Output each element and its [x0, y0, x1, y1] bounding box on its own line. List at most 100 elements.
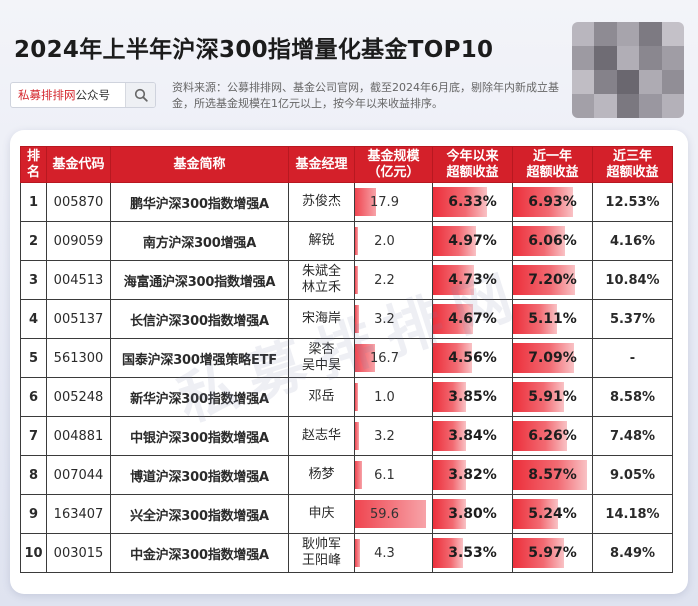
fund-size-cell: 2.2: [354, 260, 433, 300]
one-year-excess-bar: [513, 226, 566, 256]
ytd-excess-bar: [433, 460, 466, 490]
three-year-excess-cell: 10.84%: [592, 260, 673, 300]
ytd-excess-cell: 3.82%: [432, 455, 513, 495]
column-header: 基金经理: [288, 146, 355, 183]
one-year-excess-value: 5.24%: [528, 506, 577, 522]
fund-name-cell: 博道沪深300指数增强A: [110, 455, 289, 495]
one-year-excess-cell: 6.06%: [512, 221, 593, 261]
fund-name-cell: 海富通沪深300指数增强A: [110, 260, 289, 300]
one-year-excess-cell: 7.09%: [512, 338, 593, 378]
fund-size-cell: 3.2: [354, 416, 433, 456]
fund-size-cell: 59.6: [354, 494, 433, 534]
three-year-excess-cell: 9.05%: [592, 455, 673, 495]
ytd-excess-value: 3.85%: [448, 389, 497, 405]
one-year-excess-value: 6.26%: [528, 428, 577, 444]
column-header: 基金代码: [46, 146, 111, 183]
table-header-row: 排名 基金代码 基金简称 基金经理 基金规模 （亿元） 今年以来 超额收益 近一年 超额收益 近三年…: [20, 146, 673, 183]
fund-size-bar: [355, 188, 377, 216]
one-year-excess-value: 7.09%: [528, 350, 577, 366]
table-body: 1 005870 鹏华沪深300指数增强A 苏俊杰 17.9 6.33% 6.93% 12.5…: [20, 182, 673, 573]
table-row: 2 009059 南方沪深300增强A 解锐 2.0 4.97% 6.06% 4.16%: [20, 221, 673, 261]
one-year-excess-bar: [513, 499, 558, 529]
rank-cell: 8: [20, 455, 47, 495]
search-input-text[interactable]: 私募排排网公众号: [11, 87, 125, 103]
one-year-excess-cell: 5.91%: [512, 377, 593, 417]
one-year-excess-cell: 5.97%: [512, 533, 593, 573]
one-year-excess-bar: [513, 304, 557, 334]
rank-cell: 9: [20, 494, 47, 534]
ytd-excess-cell: 3.80%: [432, 494, 513, 534]
table-row: 8 007044 博道沪深300指数增强A 杨梦 6.1 3.82% 8.57% 9.05%: [20, 455, 673, 495]
ytd-excess-value: 3.82%: [448, 467, 497, 483]
search-suffix: 公众号: [75, 88, 111, 102]
fund-size-bar: [355, 227, 359, 255]
fund-size-cell: 16.7: [354, 338, 433, 378]
table-row: 10 003015 中金沪深300指数增强A 耿帅军 王阳峰 4.3 3.53% 5.97% 8…: [20, 533, 673, 573]
column-header: 今年以来 超额收益: [432, 146, 513, 183]
one-year-excess-cell: 7.20%: [512, 260, 593, 300]
fund-name-cell: 鹏华沪深300指数增强A: [110, 182, 289, 222]
search-brand: 私募排排网: [18, 88, 76, 102]
fund-size-bar: [355, 305, 359, 333]
fund-size-bar: [355, 383, 359, 411]
fund-code-cell: 005137: [46, 299, 111, 339]
three-year-excess-cell: -: [592, 338, 673, 378]
column-header: 基金规模 （亿元）: [354, 146, 433, 183]
fund-size-bar: [355, 266, 359, 294]
fund-code-cell: 009059: [46, 221, 111, 261]
one-year-excess-bar: [513, 460, 587, 490]
source-note: 资料来源：公募排排网、基金公司官网，截至2024年6月底，剔除年内新成立基金，所…: [172, 81, 559, 110]
ytd-excess-value: 3.80%: [448, 506, 497, 522]
three-year-excess-cell: 7.48%: [592, 416, 673, 456]
rank-cell: 7: [20, 416, 47, 456]
ytd-excess-bar: [433, 304, 474, 334]
fund-size-bar: [355, 461, 363, 489]
manager-cell: 杨梦: [288, 455, 355, 495]
table-row: 3 004513 海富通沪深300指数增强A 朱斌全 林立禾 2.2 4.73% 7.20% 1…: [20, 260, 673, 300]
one-year-excess-bar: [513, 421, 567, 451]
ytd-excess-cell: 4.73%: [432, 260, 513, 300]
ytd-excess-cell: 4.56%: [432, 338, 513, 378]
one-year-excess-value: 6.93%: [528, 194, 577, 210]
rank-cell: 4: [20, 299, 47, 339]
fund-code-cell: 561300: [46, 338, 111, 378]
column-header: 近一年 超额收益: [512, 146, 593, 183]
one-year-excess-bar: [513, 538, 565, 568]
one-year-excess-value: 7.20%: [528, 272, 577, 288]
table-row: 6 005248 新华沪深300指数增强A 邓岳 1.0 3.85% 5.91% 8.58%: [20, 377, 673, 417]
ytd-excess-cell: 3.84%: [432, 416, 513, 456]
ytd-excess-bar: [433, 343, 473, 373]
ytd-excess-cell: 6.33%: [432, 182, 513, 222]
fund-size-cell: 1.0: [354, 377, 433, 417]
fund-code-cell: 004513: [46, 260, 111, 300]
one-year-excess-cell: 5.24%: [512, 494, 593, 534]
fund-code-cell: 163407: [46, 494, 111, 534]
search-button[interactable]: [125, 83, 155, 107]
ytd-excess-cell: 4.67%: [432, 299, 513, 339]
fund-name-cell: 中银沪深300指数增强A: [110, 416, 289, 456]
ytd-excess-value: 4.67%: [448, 311, 497, 327]
search-box[interactable]: 私募排排网公众号: [10, 82, 156, 108]
fund-name-cell: 国泰沪深300增强策略ETF: [110, 338, 289, 378]
three-year-excess-cell: 5.37%: [592, 299, 673, 339]
fund-name-cell: 南方沪深300增强A: [110, 221, 289, 261]
fund-size-value: 16.7: [370, 350, 399, 366]
fund-size-value: 2.0: [374, 233, 395, 249]
three-year-excess-cell: 14.18%: [592, 494, 673, 534]
ytd-excess-value: 6.33%: [448, 194, 497, 210]
one-year-excess-bar: [513, 187, 573, 217]
blurred-qr-code: [572, 22, 684, 118]
table-row: 9 163407 兴全沪深300指数增强A 申庆 59.6 3.80% 5.24% 14.18…: [20, 494, 673, 534]
fund-size-bar: [355, 539, 361, 567]
fund-ranking-table: 排名 基金代码 基金简称 基金经理 基金规模 （亿元） 今年以来 超额收益 近一年 超额收益 近三年…: [20, 146, 673, 573]
fund-size-bar: [355, 422, 359, 450]
one-year-excess-cell: 6.26%: [512, 416, 593, 456]
table-row: 5 561300 国泰沪深300增强策略ETF 梁杏 吴中昊 16.7 4.56% 7.09%…: [20, 338, 673, 378]
ytd-excess-value: 3.53%: [448, 545, 497, 561]
one-year-excess-value: 6.06%: [528, 233, 577, 249]
rank-cell: 6: [20, 377, 47, 417]
fund-name-cell: 兴全沪深300指数增强A: [110, 494, 289, 534]
page-title: 2024年上半年沪深300指增量化基金TOP10: [14, 37, 494, 63]
fund-code-cell: 004881: [46, 416, 111, 456]
ytd-excess-bar: [433, 499, 466, 529]
